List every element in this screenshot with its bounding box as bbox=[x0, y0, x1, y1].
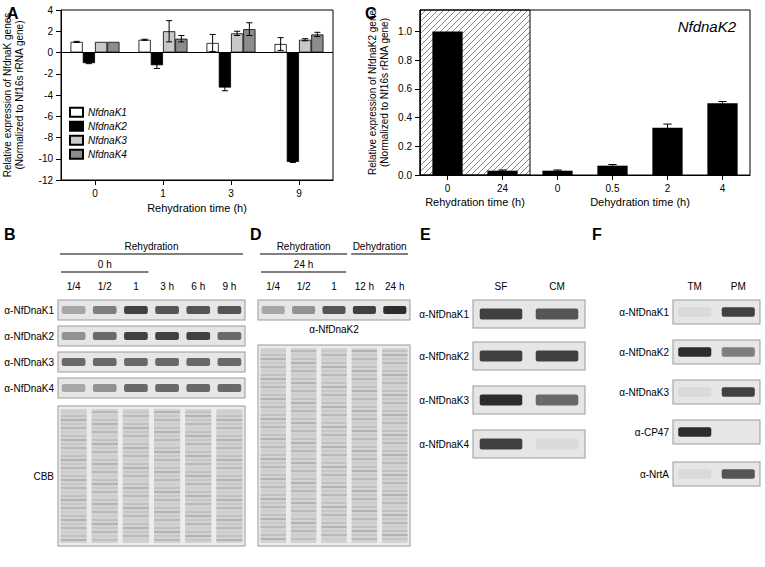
svg-text:6 h: 6 h bbox=[191, 281, 205, 292]
svg-text:4: 4 bbox=[47, 5, 53, 16]
svg-text:0.4: 0.4 bbox=[398, 112, 412, 123]
svg-text:NfdnaK3: NfdnaK3 bbox=[88, 135, 127, 146]
svg-text:(Normalized to Nf16s rRNA gene: (Normalized to Nf16s rRNA gene) bbox=[379, 18, 390, 167]
svg-text:α-NfDnaK1: α-NfDnaK1 bbox=[619, 307, 669, 318]
svg-text:α-NfDnaK4: α-NfDnaK4 bbox=[4, 383, 54, 394]
svg-text:α-NfDnaK1: α-NfDnaK1 bbox=[419, 309, 469, 320]
svg-text:3: 3 bbox=[228, 188, 234, 199]
svg-text:2: 2 bbox=[47, 26, 53, 37]
svg-text:0.2: 0.2 bbox=[398, 141, 412, 152]
svg-text:1: 1 bbox=[133, 281, 139, 292]
svg-text:F: F bbox=[592, 226, 602, 243]
svg-text:0: 0 bbox=[445, 183, 451, 194]
svg-text:Relative expression of NfdnaK: Relative expression of NfdnaK genes bbox=[2, 13, 13, 178]
svg-text:PM: PM bbox=[731, 281, 746, 292]
svg-text:CM: CM bbox=[549, 281, 565, 292]
svg-text:0: 0 bbox=[555, 183, 561, 194]
svg-text:-4: -4 bbox=[44, 90, 53, 101]
svg-text:α-NfDnaK3: α-NfDnaK3 bbox=[4, 357, 54, 368]
svg-text:α-NfDnaK1: α-NfDnaK1 bbox=[4, 305, 54, 316]
svg-text:1/4: 1/4 bbox=[67, 281, 81, 292]
svg-text:24 h: 24 h bbox=[294, 259, 313, 270]
svg-text:1: 1 bbox=[331, 281, 337, 292]
svg-text:1/2: 1/2 bbox=[297, 281, 311, 292]
svg-text:NfdnaK2: NfdnaK2 bbox=[678, 18, 737, 35]
svg-text:α-CP47: α-CP47 bbox=[635, 427, 670, 438]
svg-text:12 h: 12 h bbox=[355, 281, 374, 292]
svg-text:-6: -6 bbox=[44, 111, 53, 122]
svg-text:1.0: 1.0 bbox=[398, 26, 412, 37]
svg-text:D: D bbox=[250, 226, 262, 243]
svg-text:E: E bbox=[420, 226, 431, 243]
svg-text:SF: SF bbox=[495, 281, 508, 292]
svg-text:Relative expression of NfdnaK2: Relative expression of NfdnaK2 gene bbox=[367, 10, 378, 176]
svg-text:0: 0 bbox=[47, 47, 53, 58]
svg-text:α-NfDnaK2: α-NfDnaK2 bbox=[419, 351, 469, 362]
svg-text:α-NrtA: α-NrtA bbox=[640, 469, 669, 480]
svg-text:1: 1 bbox=[160, 188, 166, 199]
svg-text:9 h: 9 h bbox=[222, 281, 236, 292]
svg-text:Rehydration time (h): Rehydration time (h) bbox=[147, 202, 247, 214]
svg-text:A: A bbox=[7, 5, 19, 22]
svg-text:Dehydration: Dehydration bbox=[353, 241, 407, 252]
svg-text:α-NfDnaK3: α-NfDnaK3 bbox=[419, 395, 469, 406]
svg-text:0.5: 0.5 bbox=[606, 183, 620, 194]
svg-text:-2: -2 bbox=[44, 68, 53, 79]
svg-text:-8: -8 bbox=[44, 132, 53, 143]
svg-text:-10: -10 bbox=[39, 153, 54, 164]
svg-text:α-NfDnaK2: α-NfDnaK2 bbox=[309, 324, 359, 335]
svg-text:TM: TM bbox=[688, 281, 702, 292]
svg-text:Rehydration: Rehydration bbox=[125, 241, 179, 252]
svg-text:Rehydration time (h): Rehydration time (h) bbox=[425, 196, 525, 208]
svg-text:0 h: 0 h bbox=[98, 259, 112, 270]
svg-text:9: 9 bbox=[296, 188, 302, 199]
svg-text:NfdnaK4: NfdnaK4 bbox=[88, 149, 127, 160]
svg-text:α-NfDnaK2: α-NfDnaK2 bbox=[619, 347, 669, 358]
svg-text:α-NfDnaK3: α-NfDnaK3 bbox=[619, 387, 669, 398]
svg-text:Dehydration time (h): Dehydration time (h) bbox=[590, 196, 690, 208]
svg-text:1/2: 1/2 bbox=[98, 281, 112, 292]
svg-text:CBB: CBB bbox=[33, 471, 54, 482]
svg-text:B: B bbox=[4, 226, 16, 243]
svg-text:0: 0 bbox=[92, 188, 98, 199]
svg-text:24 h: 24 h bbox=[385, 281, 404, 292]
svg-text:0.0: 0.0 bbox=[398, 170, 412, 181]
svg-text:Rehydration: Rehydration bbox=[277, 241, 331, 252]
svg-text:4: 4 bbox=[720, 183, 726, 194]
svg-text:2: 2 bbox=[665, 183, 671, 194]
svg-text:C: C bbox=[365, 5, 377, 22]
svg-text:3 h: 3 h bbox=[160, 281, 174, 292]
svg-text:24: 24 bbox=[497, 183, 509, 194]
svg-text:0.8: 0.8 bbox=[398, 55, 412, 66]
svg-text:0.6: 0.6 bbox=[398, 83, 412, 94]
svg-text:1/4: 1/4 bbox=[266, 281, 280, 292]
svg-text:-12: -12 bbox=[39, 175, 54, 186]
svg-text:NfdnaK2: NfdnaK2 bbox=[88, 121, 127, 132]
svg-text:α-NfDnaK2: α-NfDnaK2 bbox=[4, 331, 54, 342]
svg-text:NfdnaK1: NfdnaK1 bbox=[88, 107, 127, 118]
svg-text:α-NfDnaK4: α-NfDnaK4 bbox=[419, 439, 469, 450]
svg-text:(Normalized to Nf16s rRNA gene: (Normalized to Nf16s rRNA gene) bbox=[14, 21, 25, 170]
